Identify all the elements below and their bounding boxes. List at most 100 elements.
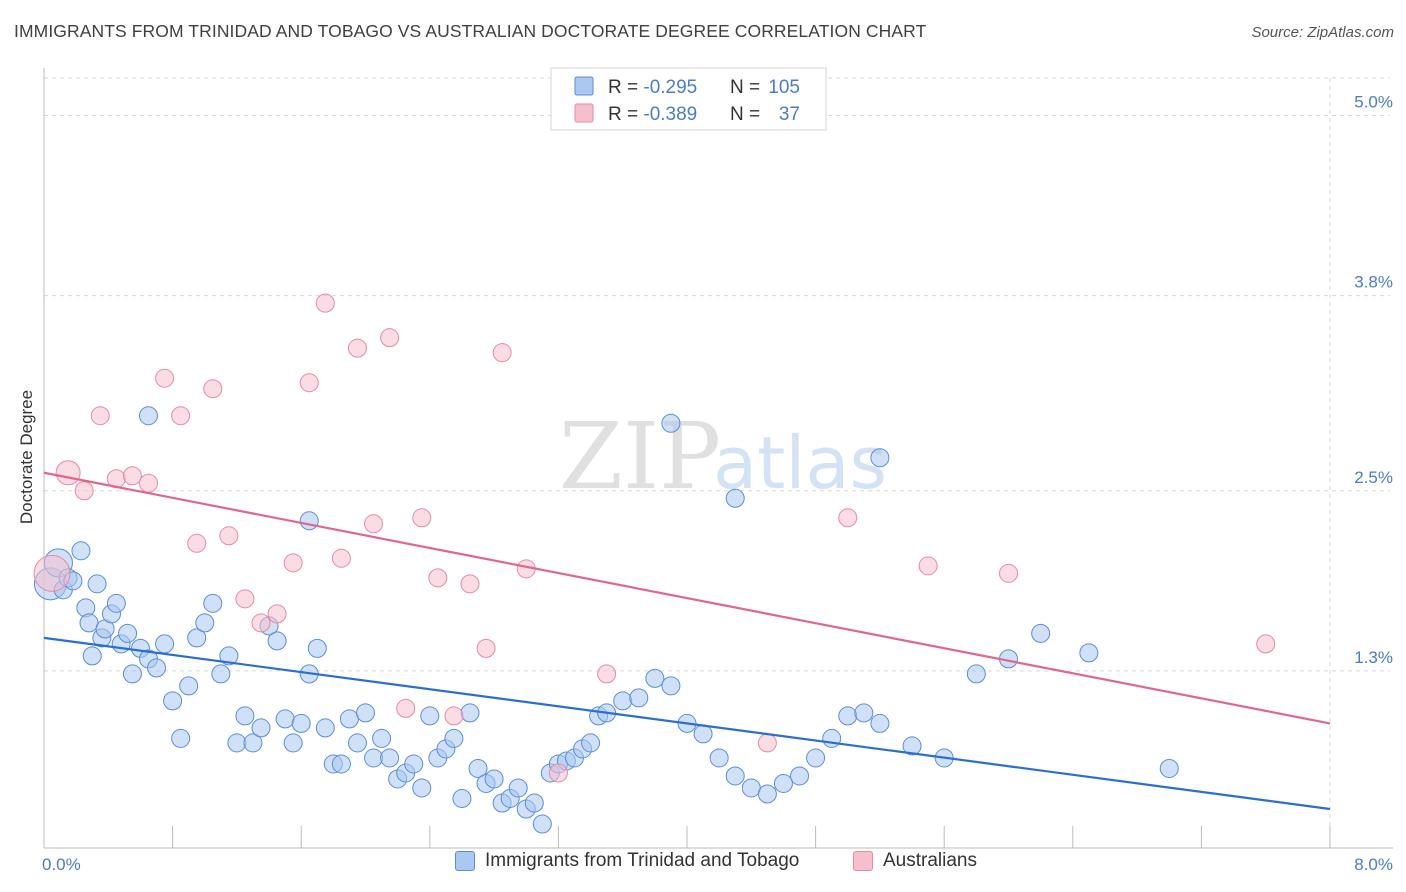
data-point-blue — [155, 634, 175, 654]
data-point-blue — [645, 668, 665, 688]
n-row-pink: N = 37 — [730, 104, 800, 125]
data-point-pink — [138, 473, 158, 493]
r-label: R = — [608, 104, 643, 125]
data-point-blue — [331, 754, 351, 774]
watermark-zip: ZIP — [559, 403, 721, 510]
watermark-atlas: atlas — [713, 421, 887, 505]
source-label: Source: ZipAtlas.com — [1251, 24, 1394, 41]
data-point-blue — [147, 658, 167, 678]
data-point-pink — [251, 613, 271, 633]
data-point-blue — [532, 814, 552, 834]
data-point-blue — [693, 724, 713, 744]
legend-label-pink: Australians — [883, 850, 977, 871]
data-point-blue — [283, 733, 303, 753]
y-tick-label: 2.5% — [1354, 468, 1393, 487]
data-point-pink — [999, 563, 1018, 583]
data-point-pink — [460, 574, 480, 594]
data-point-blue — [227, 733, 247, 753]
data-point-blue — [195, 613, 215, 633]
data-point-blue — [211, 664, 231, 684]
watermark: ZIP atlas — [559, 403, 887, 510]
data-point-blue — [725, 766, 745, 786]
data-point-pink — [90, 406, 110, 426]
data-point-blue — [171, 728, 191, 748]
data-point-pink — [299, 373, 319, 393]
data-point-blue — [661, 676, 681, 696]
data-point-blue — [364, 748, 384, 768]
data-point-blue — [790, 766, 810, 786]
data-point-blue — [757, 784, 777, 804]
legend-swatch-blue — [455, 851, 475, 871]
data-point-pink — [364, 514, 384, 534]
data-point-blue — [138, 406, 158, 426]
data-point-blue — [806, 748, 826, 768]
stats-swatch-blue — [574, 76, 594, 96]
data-point-blue — [661, 413, 681, 433]
data-point-blue — [966, 664, 986, 684]
data-point-blue — [822, 728, 842, 748]
data-point-pink — [838, 508, 858, 528]
data-point-blue — [203, 593, 223, 613]
data-point-pink — [380, 328, 400, 348]
data-point-blue — [508, 778, 528, 798]
x-tick-label: 8.0% — [1354, 855, 1393, 874]
data-point-pink — [33, 554, 71, 592]
points-layer — [33, 293, 1276, 834]
data-point-blue — [444, 728, 464, 748]
n-value: 37 — [779, 104, 800, 125]
data-point-blue — [1159, 758, 1179, 778]
data-point-pink — [396, 698, 416, 718]
data-point-pink — [548, 763, 568, 783]
stats-swatch-pink — [574, 103, 594, 123]
data-point-pink — [235, 589, 255, 609]
n-value: 105 — [768, 77, 800, 98]
trend-layer — [43, 471, 1331, 811]
y-tick-label: 3.8% — [1354, 273, 1393, 292]
data-point-pink — [267, 604, 287, 624]
data-point-blue — [1031, 623, 1051, 643]
data-point-blue — [380, 748, 400, 768]
data-point-blue — [870, 713, 890, 733]
legend-item-blue[interactable]: Immigrants from Trinidad and Tobago — [455, 850, 799, 872]
data-point-blue — [709, 748, 729, 768]
data-point-blue — [235, 706, 255, 726]
y-tick-label: 5.0% — [1354, 93, 1393, 112]
data-point-pink — [476, 638, 496, 658]
r-label: R = — [608, 77, 643, 98]
data-point-blue — [118, 623, 138, 643]
data-point-blue — [460, 703, 480, 723]
data-point-blue — [902, 736, 922, 756]
bottom-legend: Immigrants from Trinidad and Tobago Aust… — [0, 850, 1406, 880]
data-point-pink — [444, 706, 464, 726]
n-label: N = — [730, 77, 765, 98]
legend-item-pink[interactable]: Australians — [853, 850, 977, 872]
data-point-pink — [757, 733, 777, 753]
n-label: N = — [730, 104, 765, 125]
data-point-pink — [428, 568, 448, 588]
r-value: -0.295 — [643, 77, 697, 98]
data-point-blue — [122, 664, 142, 684]
data-point-blue — [773, 773, 793, 793]
data-point-blue — [187, 628, 207, 648]
data-point-blue — [613, 691, 633, 711]
data-point-blue — [71, 541, 91, 561]
y-axis-label: Doctorate Degree — [17, 390, 36, 524]
data-point-blue — [741, 778, 761, 798]
data-point-pink — [203, 379, 223, 399]
data-point-blue — [854, 703, 874, 723]
data-point-pink — [155, 368, 175, 388]
data-point-blue — [179, 676, 199, 696]
data-point-blue — [347, 733, 367, 753]
data-point-pink — [187, 533, 207, 553]
legend-label-blue: Immigrants from Trinidad and Tobago — [485, 850, 800, 871]
data-point-blue — [251, 718, 271, 738]
data-point-blue — [82, 646, 102, 666]
data-point-blue — [87, 574, 107, 594]
data-point-pink — [1256, 634, 1276, 654]
data-point-blue — [838, 706, 858, 726]
data-point-pink — [412, 508, 432, 528]
data-point-pink — [171, 406, 191, 426]
trend-line-pink — [43, 471, 1331, 725]
stats-row-pink: R = -0.389 — [608, 104, 697, 125]
